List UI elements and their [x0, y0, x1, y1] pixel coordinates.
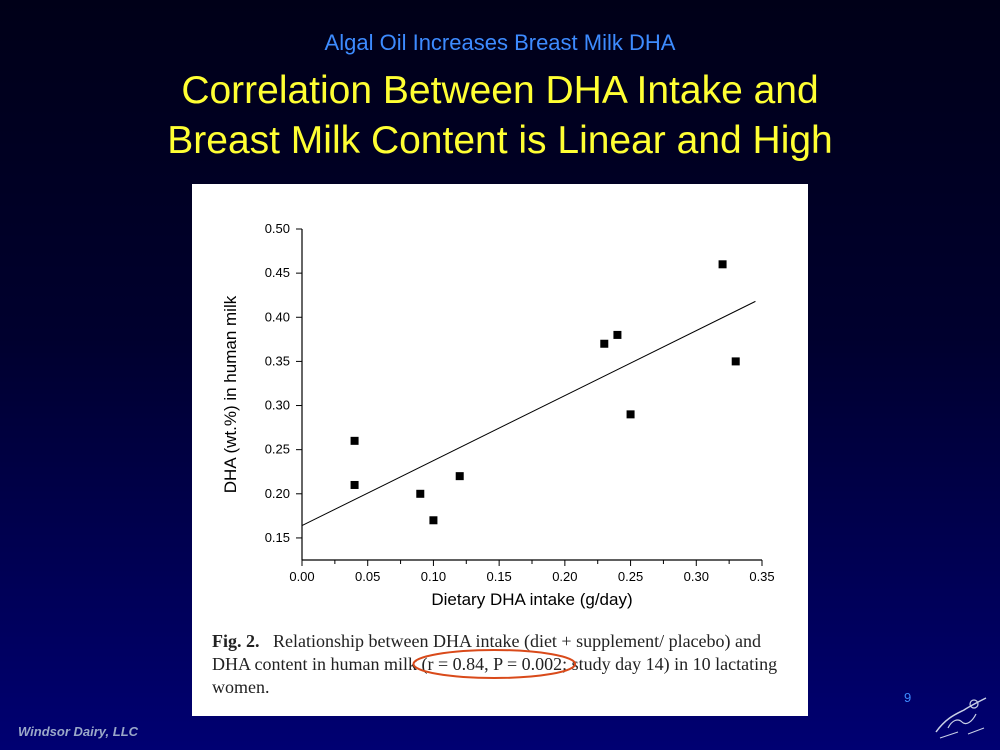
- y-tick-label: 0.20: [265, 486, 290, 501]
- x-axis-label: Dietary DHA intake (g/day): [431, 590, 632, 609]
- footer-company: Windsor Dairy, LLC: [18, 724, 139, 739]
- data-point: [600, 339, 609, 348]
- windsor-logo-icon: [935, 697, 987, 739]
- y-axis-label: DHA (wt.%) in human milk: [221, 295, 240, 493]
- y-tick-label: 0.40: [265, 309, 290, 324]
- data-point: [350, 480, 359, 489]
- data-point: [613, 330, 622, 339]
- caption-label: Fig. 2.: [212, 631, 260, 651]
- slide-subtitle: Algal Oil Increases Breast Milk DHA: [324, 30, 676, 55]
- slide-title-line-2: Breast Milk Content is Linear and High: [167, 119, 833, 162]
- x-tick-label: 0.20: [552, 569, 577, 584]
- y-tick-label: 0.50: [265, 221, 290, 236]
- x-tick-label: 0.30: [684, 569, 709, 584]
- x-tick-label: 0.25: [618, 569, 643, 584]
- slide-title: Correlation Between DHA Intake and Breas…: [0, 66, 1000, 166]
- caption-statistics: (r = 0.84, P = 0.002;: [421, 654, 568, 674]
- data-point: [455, 472, 464, 481]
- y-tick-label: 0.35: [265, 353, 290, 368]
- figure-caption: Fig. 2. Relationship between DHA intake …: [212, 630, 802, 699]
- x-tick-label: 0.35: [749, 569, 774, 584]
- data-point: [416, 489, 425, 498]
- figure-panel: 0.15 0.20 0.25 0.30 0.35 0.40 0.45 0.50 0.00 0.05…: [192, 184, 808, 716]
- slide-number: 9: [904, 690, 912, 705]
- y-tick-label: 0.30: [265, 398, 290, 413]
- caption-text-pre: Relationship between DHA intake (diet + …: [212, 631, 762, 674]
- y-tick-label: 0.15: [265, 530, 290, 545]
- x-tick-label: 0.15: [486, 569, 511, 584]
- data-point: [626, 410, 635, 419]
- x-tick-label: 0.00: [289, 569, 314, 584]
- data-point: [718, 260, 727, 269]
- regression-line: [301, 300, 756, 527]
- y-tick-label: 0.25: [265, 442, 290, 457]
- data-point: [429, 516, 438, 525]
- y-tick-label: 0.45: [265, 265, 290, 280]
- x-tick-label: 0.05: [355, 569, 380, 584]
- caption-text-post: study day 14) in 10 lactating women.: [212, 654, 778, 697]
- slide-title-line-1: Correlation Between DHA Intake and: [181, 69, 819, 112]
- data-point: [350, 436, 359, 445]
- scatter-chart: 0.15 0.20 0.25 0.30 0.35 0.40 0.45 0.50 0.00 0.05…: [221, 221, 775, 609]
- data-point: [731, 357, 740, 366]
- x-tick-label: 0.10: [421, 569, 446, 584]
